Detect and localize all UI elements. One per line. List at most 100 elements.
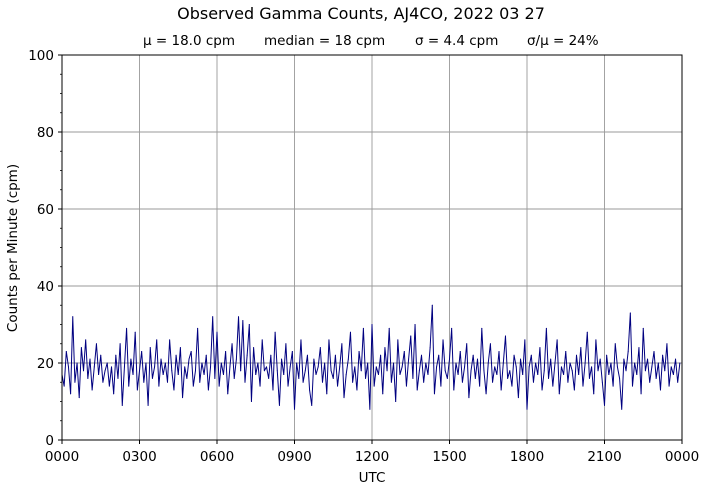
data-point: [184, 366, 186, 368]
data-point: [629, 312, 631, 314]
data-point: [608, 374, 610, 376]
data-point: [586, 331, 588, 333]
data-point: [304, 370, 306, 372]
data-point: [121, 404, 123, 406]
data-point: [625, 370, 627, 372]
x-tick-label: 0000: [665, 449, 699, 465]
data-point: [444, 370, 446, 372]
data-point: [317, 366, 319, 368]
data-point: [453, 389, 455, 391]
data-point: [584, 362, 586, 364]
data-point: [470, 370, 472, 372]
data-point: [111, 366, 113, 368]
data-point: [261, 339, 263, 341]
data-point: [194, 370, 196, 372]
data-point: [642, 327, 644, 329]
x-tick-label: 0900: [277, 449, 311, 465]
data-point: [556, 339, 558, 341]
data-point: [326, 393, 328, 395]
data-point: [526, 408, 528, 410]
data-point: [634, 362, 636, 364]
y-tick-label: 80: [37, 125, 54, 141]
data-point: [644, 370, 646, 372]
data-point: [263, 370, 265, 372]
data-point: [651, 366, 653, 368]
data-point: [365, 377, 367, 379]
data-point: [427, 374, 429, 376]
data-point: [576, 354, 578, 356]
data-point: [507, 377, 509, 379]
data-point: [375, 366, 377, 368]
data-point: [190, 350, 192, 352]
data-point: [537, 374, 539, 376]
data-point: [535, 362, 537, 364]
data-point: [466, 343, 468, 345]
data-point: [481, 327, 483, 329]
data-point: [638, 347, 640, 349]
data-point: [89, 358, 91, 360]
data-point: [675, 358, 677, 360]
data-point: [408, 358, 410, 360]
data-point: [468, 397, 470, 399]
data-point: [160, 358, 162, 360]
data-point: [582, 385, 584, 387]
chart-title: Observed Gamma Counts, AJ4CO, 2022 03 27: [177, 4, 545, 23]
data-point: [511, 385, 513, 387]
data-point: [337, 385, 339, 387]
data-point: [653, 350, 655, 352]
data-point: [242, 320, 244, 322]
data-point: [416, 389, 418, 391]
data-point: [476, 358, 478, 360]
data-point: [91, 389, 93, 391]
data-point: [401, 366, 403, 368]
data-point: [266, 366, 268, 368]
data-point: [662, 354, 664, 356]
data-point: [380, 354, 382, 356]
data-point: [550, 358, 552, 360]
data-point: [640, 393, 642, 395]
data-point: [330, 370, 332, 372]
data-point: [311, 404, 313, 406]
data-point: [431, 304, 433, 306]
data-point: [300, 339, 302, 341]
data-point: [384, 347, 386, 349]
x-tick-label: 0300: [122, 449, 156, 465]
data-point: [229, 366, 231, 368]
data-point: [606, 354, 608, 356]
data-point: [395, 401, 397, 402]
data-point: [134, 331, 136, 333]
data-point: [78, 397, 80, 399]
ticks-group: 0000 0300 0600 0900 1200 1500 1800 2100 00000204…: [28, 48, 699, 465]
data-point: [472, 354, 474, 356]
x-tick-label: 1500: [432, 449, 466, 465]
data-point: [459, 350, 461, 352]
data-point: [85, 339, 87, 341]
data-point: [158, 385, 160, 387]
data-point: [349, 331, 351, 333]
data-point: [220, 362, 222, 364]
data-point: [240, 370, 242, 372]
data-point: [296, 362, 298, 364]
data-point: [362, 327, 364, 329]
data-point: [164, 362, 166, 364]
data-point: [102, 381, 104, 383]
data-point: [369, 408, 371, 410]
data-point: [291, 350, 293, 352]
data-point: [244, 381, 246, 383]
data-point: [179, 347, 181, 349]
data-point: [436, 366, 438, 368]
data-point: [356, 389, 358, 391]
data-point: [580, 347, 582, 349]
data-point: [132, 374, 134, 376]
data-point: [522, 374, 524, 376]
data-point: [306, 354, 308, 356]
data-point: [281, 358, 283, 360]
data-point: [324, 362, 326, 364]
series-group: [61, 304, 681, 410]
data-point: [388, 327, 390, 329]
data-point: [614, 343, 616, 345]
data-point: [143, 381, 145, 383]
data-point: [151, 377, 153, 379]
data-point: [517, 397, 519, 399]
data-point: [457, 374, 459, 376]
